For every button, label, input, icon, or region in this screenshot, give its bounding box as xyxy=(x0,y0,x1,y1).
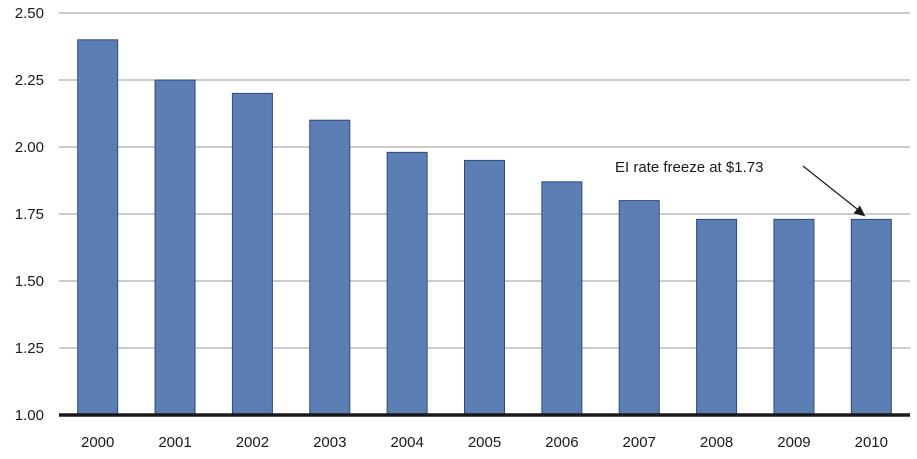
y-tick-label: 1.00 xyxy=(15,407,44,424)
bar xyxy=(618,200,660,416)
y-tick-label: 2.00 xyxy=(15,139,44,156)
x-tick-label: 2002 xyxy=(236,434,269,451)
x-tick-label: 2009 xyxy=(777,434,810,451)
x-tick-label: 2003 xyxy=(313,434,346,451)
y-tick-label: 2.50 xyxy=(15,5,44,22)
axes: 1.00 1.25 1.50 1.75 2.00 2.25 2.50 2000 2001 2002… xyxy=(15,5,910,451)
bar xyxy=(541,181,583,416)
annotation-label: EI rate freeze at $1.73 xyxy=(615,159,763,176)
annotation-arrow-line xyxy=(802,165,862,213)
x-tick-label: 2001 xyxy=(158,434,191,451)
bar xyxy=(386,151,428,416)
annotation: EI rate freeze at $1.73 xyxy=(615,159,866,217)
bar xyxy=(154,79,196,416)
x-tick-label: 2007 xyxy=(623,434,656,451)
x-tick-label: 2010 xyxy=(855,434,888,451)
bar xyxy=(696,218,738,416)
y-tick-label: 1.50 xyxy=(15,273,44,290)
annotation-arrow-head xyxy=(853,205,866,217)
x-tick-label: 2004 xyxy=(390,434,423,451)
bar xyxy=(850,218,892,416)
bar xyxy=(464,159,505,416)
y-tick-label: 1.75 xyxy=(15,206,44,223)
bar xyxy=(773,218,815,416)
bar xyxy=(77,39,119,416)
bar xyxy=(231,92,273,416)
x-tick-label: 2005 xyxy=(468,434,501,451)
y-tick-label: 2.25 xyxy=(15,72,44,89)
y-tick-label: 1.25 xyxy=(15,340,44,357)
bars xyxy=(77,39,892,416)
x-tick-label: 2008 xyxy=(700,434,733,451)
x-tick-label: 2000 xyxy=(81,434,114,451)
bar xyxy=(309,119,351,416)
x-tick-label: 2006 xyxy=(545,434,578,451)
